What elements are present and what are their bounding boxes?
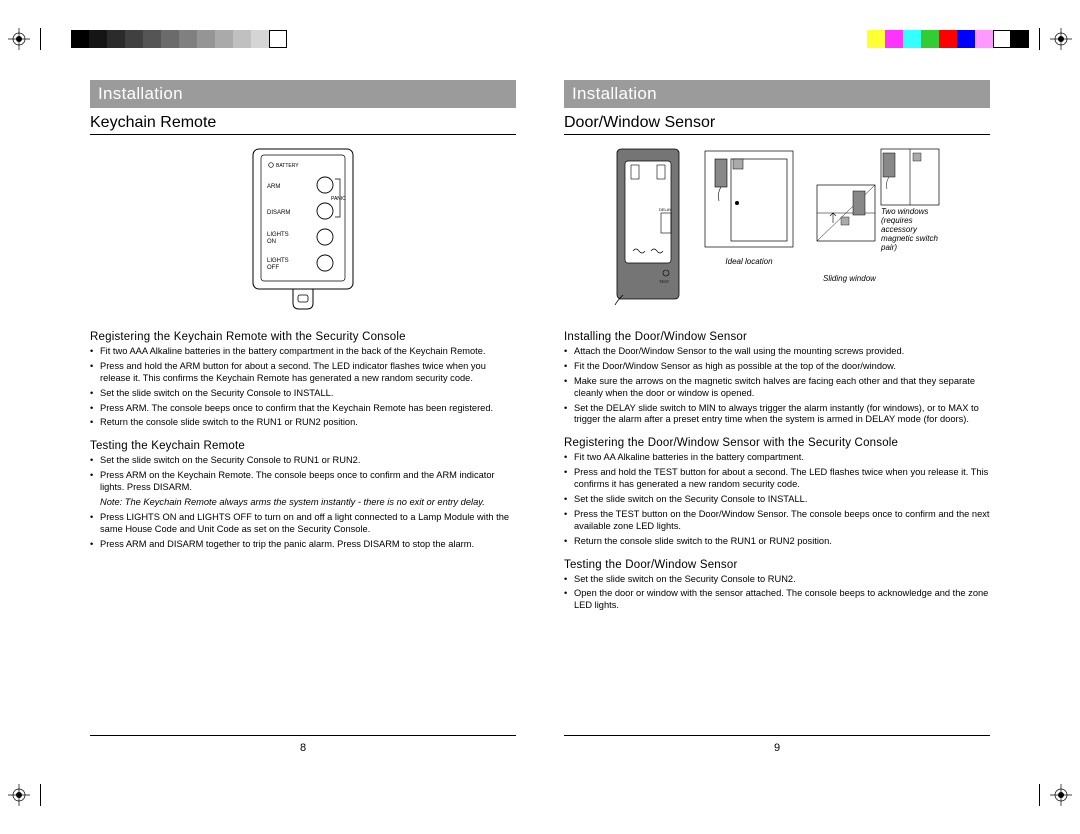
list-item: Open the door or window with the sensor … xyxy=(564,588,990,612)
subhead-registering-sensor: Registering the Door/Window Sensor with … xyxy=(564,437,990,449)
page-right: Installation Door/Window Sensor DELAY TE… xyxy=(564,80,990,754)
svg-text:DISARM: DISARM xyxy=(267,210,290,216)
svg-text:OFF: OFF xyxy=(267,265,279,271)
grayscale-bar xyxy=(71,30,287,48)
sensor-body-figure: DELAY TEST xyxy=(611,145,685,305)
page-number: 8 xyxy=(90,742,516,754)
registration-bottom xyxy=(0,784,1080,806)
list-item: Press the TEST button on the Door/Window… xyxy=(564,509,990,533)
list-item: Return the console slide switch to the R… xyxy=(564,536,990,548)
subhead-registering-remote: Registering the Keychain Remote with the… xyxy=(90,331,516,343)
crosshair-icon xyxy=(8,784,30,806)
svg-text:ARM: ARM xyxy=(267,184,280,190)
page-spread: Installation Keychain Remote BATTERY ARM… xyxy=(90,80,990,754)
list-item: Attach the Door/Window Sensor to the wal… xyxy=(564,346,990,358)
subhead-installing-sensor: Installing the Door/Window Sensor xyxy=(564,331,990,343)
note-text: Note: The Keychain Remote always arms th… xyxy=(90,497,516,509)
section-title: Keychain Remote xyxy=(90,114,516,135)
subhead-testing-remote: Testing the Keychain Remote xyxy=(90,440,516,452)
section-title: Door/Window Sensor xyxy=(564,114,990,135)
installing-sensor-list: Attach the Door/Window Sensor to the wal… xyxy=(564,346,990,429)
header-bar: Installation xyxy=(564,80,990,108)
svg-text:PANIC: PANIC xyxy=(331,196,346,202)
list-item: Fit the Door/Window Sensor as high as po… xyxy=(564,361,990,373)
list-item: Set the DELAY slide switch to MIN to alw… xyxy=(564,403,990,427)
cmyk-bar xyxy=(867,30,1029,48)
crosshair-icon xyxy=(1050,28,1072,50)
list-item: Press and hold the ARM button for about … xyxy=(90,361,516,385)
door-window-sensor-figures: DELAY TEST Ideal location xyxy=(564,145,990,315)
list-item: Fit two AAA Alkaline batteries in the ba… xyxy=(90,346,516,358)
svg-text:TEST: TEST xyxy=(659,279,670,284)
list-item: Fit two AA Alkaline batteries in the bat… xyxy=(564,452,990,464)
svg-text:BATTERY: BATTERY xyxy=(276,163,299,169)
footer-rule xyxy=(90,735,516,736)
header-bar: Installation xyxy=(90,80,516,108)
figure-label: Sliding window xyxy=(823,274,876,283)
subhead-testing-sensor: Testing the Door/Window Sensor xyxy=(564,559,990,571)
list-item: Press ARM on the Keychain Remote. The co… xyxy=(90,470,516,494)
ideal-location-figure: Ideal location xyxy=(699,145,799,266)
list-item: Set the slide switch on the Security Con… xyxy=(564,574,990,586)
testing-sensor-list: Set the slide switch on the Security Con… xyxy=(564,574,990,616)
svg-text:DELAY: DELAY xyxy=(659,207,672,212)
registering-sensor-list: Fit two AA Alkaline batteries in the bat… xyxy=(564,452,990,550)
list-item: Press ARM and DISARM together to trip th… xyxy=(90,539,516,551)
svg-text:ON: ON xyxy=(267,239,276,245)
list-item: Return the console slide switch to the R… xyxy=(90,417,516,429)
list-item: Set the slide switch on the Security Con… xyxy=(90,455,516,467)
list-item: Press ARM. The console beeps once to con… xyxy=(90,403,516,415)
figure-label: Two windows (requires accessory magnetic… xyxy=(881,207,941,252)
crosshair-icon xyxy=(8,28,30,50)
list-item: Press and hold the TEST button for about… xyxy=(564,467,990,491)
svg-text:LIGHTS: LIGHTS xyxy=(267,232,289,238)
footer-rule xyxy=(564,735,990,736)
testing-remote-list-2: Press LIGHTS ON and LIGHTS OFF to turn o… xyxy=(90,512,516,554)
figure-label: Ideal location xyxy=(725,257,772,266)
page-left: Installation Keychain Remote BATTERY ARM… xyxy=(90,80,516,754)
list-item: Make sure the arrows on the magnetic swi… xyxy=(564,376,990,400)
list-item: Press LIGHTS ON and LIGHTS OFF to turn o… xyxy=(90,512,516,536)
list-item: Set the slide switch on the Security Con… xyxy=(564,494,990,506)
svg-text:LIGHTS: LIGHTS xyxy=(267,258,289,264)
registering-remote-list: Fit two AAA Alkaline batteries in the ba… xyxy=(90,346,516,432)
registration-top xyxy=(0,28,1080,50)
crosshair-icon xyxy=(1050,784,1072,806)
window-figures: Two windows (requires accessory magnetic… xyxy=(813,145,943,283)
list-item: Set the slide switch on the Security Con… xyxy=(90,388,516,400)
page-number: 9 xyxy=(564,742,990,754)
testing-remote-list: Set the slide switch on the Security Con… xyxy=(90,455,516,497)
keychain-remote-figure: BATTERY ARM DISARM LIGHTSON LIGHTSOFF PA… xyxy=(90,145,516,315)
